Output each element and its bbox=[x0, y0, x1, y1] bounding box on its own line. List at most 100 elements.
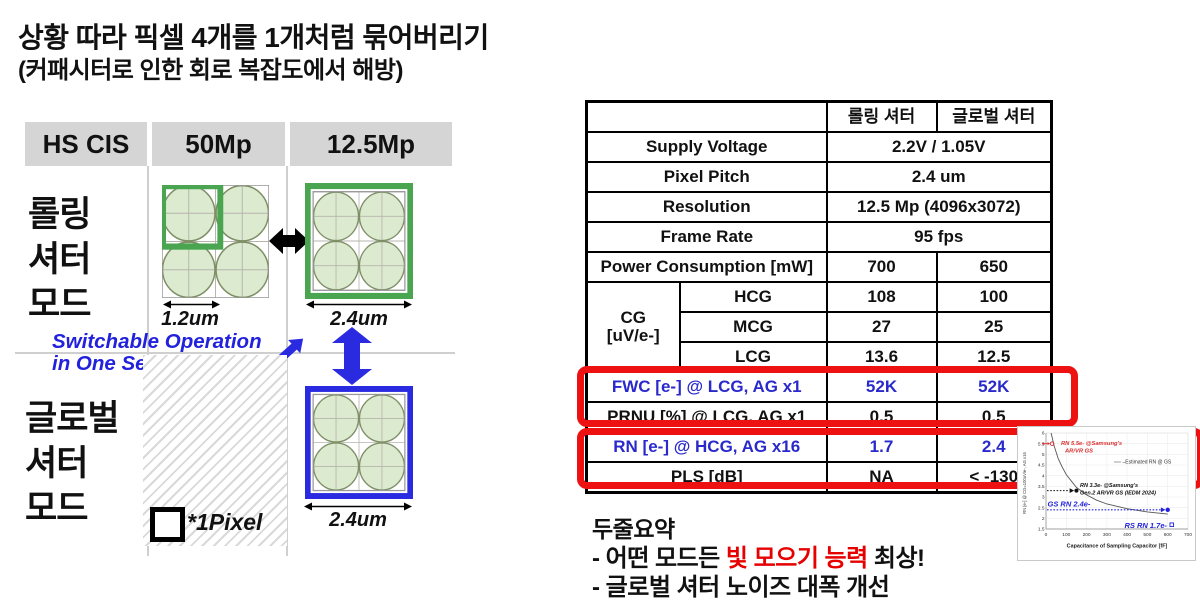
row-value-global: 100 bbox=[935, 281, 1053, 313]
row-value-rolling: 108 bbox=[825, 281, 938, 313]
summary-line1-highlight: 빛 모으기 능력 bbox=[725, 545, 868, 572]
row-value: 2.4 um bbox=[825, 161, 1053, 193]
row-label: HCG bbox=[678, 281, 828, 313]
pitch-label-global: 2.4um bbox=[329, 509, 387, 531]
one-pixel-legend-icon bbox=[150, 507, 185, 542]
x-tick-labels: 0 100 200 300 400 500 600 700 bbox=[1045, 532, 1193, 538]
table-row: Frame Rate 95 fps bbox=[585, 221, 1053, 253]
pitch-label-small: 1.2um bbox=[161, 308, 219, 330]
row-label: RN [e-] @ HCG, AG x16 bbox=[585, 431, 828, 463]
svg-text:RN 3.3e- @Samsung's: RN 3.3e- @Samsung's bbox=[1080, 483, 1138, 489]
dim-arrow-1-2um bbox=[163, 300, 220, 309]
row-label: Resolution bbox=[585, 191, 828, 223]
slide-title: 상황 따라 픽셀 4개를 1개처럼 묶어버리기 bbox=[18, 22, 489, 53]
cg-group-label: CG [uV/e-] bbox=[585, 281, 681, 373]
estimated-rn-curve bbox=[1050, 432, 1168, 515]
svg-text:4: 4 bbox=[1042, 473, 1045, 479]
svg-text:4.5: 4.5 bbox=[1038, 463, 1045, 469]
rn-highlight-box bbox=[577, 428, 1200, 489]
gs-rn-label: GS RN 2.4e- bbox=[1048, 500, 1091, 509]
row-value-rolling: 1.7 bbox=[825, 431, 938, 463]
gen2-annotation: RN 3.3e- @Samsung's Gen.2 AR/VR GS (IEDM… bbox=[1080, 483, 1156, 497]
table-header-global: 글로벌 셔터 bbox=[935, 100, 1053, 133]
svg-text:200: 200 bbox=[1083, 532, 1091, 538]
row-value: 2.2V / 1.05V bbox=[825, 131, 1053, 163]
rs-rn-label: RS RN 1.7e- bbox=[1124, 521, 1167, 530]
spec-comparison-table: 롤링 셔터 글로벌 셔터 Supply Voltage 2.2V / 1.05V… bbox=[585, 100, 1053, 494]
svg-text:0: 0 bbox=[1045, 532, 1048, 538]
svg-text:400: 400 bbox=[1123, 532, 1131, 538]
marker-gen2-arrowhead bbox=[1069, 488, 1075, 493]
svg-text:5.5: 5.5 bbox=[1038, 441, 1045, 447]
svg-text:AR/VR GS: AR/VR GS bbox=[1064, 449, 1093, 455]
switchable-note-line1: Switchable Operation bbox=[52, 330, 262, 353]
svg-text:3: 3 bbox=[1042, 495, 1045, 501]
rn-vs-capacitance-chart: 6 5.5 5 4.5 4 3.5 3 2.5 2 1.5 0 100 200 300 400… bbox=[1017, 426, 1196, 561]
svg-text:RN 5.5e- @Samsung's: RN 5.5e- @Samsung's bbox=[1061, 441, 1123, 447]
one-pixel-legend-label: *1Pixel bbox=[187, 509, 263, 535]
row-label: Frame Rate bbox=[585, 221, 828, 253]
row-value: 12.5 Mp (4096x3072) bbox=[825, 191, 1053, 223]
chart-legend-label: –Estimated RN @ GS bbox=[1123, 460, 1172, 466]
svg-text:3.5: 3.5 bbox=[1038, 484, 1045, 490]
dim-arrow-2-4um-global bbox=[304, 502, 412, 511]
chart-x-axis-label: Capacitance of Sampling Capacitor [fF] bbox=[1067, 544, 1168, 550]
svg-text:2.5: 2.5 bbox=[1038, 505, 1045, 511]
table-header-empty bbox=[585, 100, 828, 133]
row-value-rolling: 700 bbox=[825, 251, 938, 283]
row-value-global: 650 bbox=[935, 251, 1053, 283]
table-row: Pixel Pitch 2.4 um bbox=[585, 161, 1053, 193]
fwc-highlight-box bbox=[577, 366, 1078, 427]
row-value-global: 52K bbox=[935, 371, 1053, 403]
switch-vertical-arrow-icon bbox=[332, 327, 372, 385]
row-label: Supply Voltage bbox=[585, 131, 828, 163]
table-row: Resolution 12.5 Mp (4096x3072) bbox=[585, 191, 1053, 223]
row-value-rolling: 27 bbox=[825, 311, 938, 343]
slide-subtitle: (커패시터로 인한 회로 복잡도에서 해방) bbox=[18, 57, 403, 84]
pixel-grid-12-5mp-rolling bbox=[305, 183, 413, 299]
summary-heading: 두줄요약 bbox=[592, 516, 675, 542]
dim-arrow-2-4um-rolling bbox=[306, 300, 412, 309]
table-header-rolling: 롤링 셔터 bbox=[825, 100, 938, 133]
summary-block: 두줄요약 - 어떤 모드든 빛 모으기 능력 최상! - 글로벌 셔터 노이즈 … bbox=[592, 514, 925, 602]
row-label: Power Consumption [mW] bbox=[585, 251, 828, 283]
table-row: Power Consumption [mW] 700 650 bbox=[585, 251, 1053, 283]
row-label: Pixel Pitch bbox=[585, 161, 828, 193]
rolling-shutter-mode-label: 롤링 셔터 모드 bbox=[28, 195, 91, 324]
pitch-label-rolling: 2.4um bbox=[330, 308, 388, 330]
svg-text:600: 600 bbox=[1164, 532, 1172, 538]
svg-text:700: 700 bbox=[1184, 532, 1192, 538]
table-row-fwc: FWC [e-] @ LCG, AG x1 52K 52K bbox=[585, 371, 1053, 403]
marker-gs-arrowhead bbox=[1160, 507, 1166, 513]
gridlines bbox=[1046, 432, 1188, 529]
table-row: MCG 27 25 bbox=[587, 311, 1053, 343]
table-row: CG [uV/e-] HCG 108 100 bbox=[585, 281, 1053, 373]
row-divider bbox=[15, 352, 455, 354]
pixel-grid-50mp bbox=[162, 185, 269, 298]
diagram-header-50mp: 50Mp bbox=[152, 122, 285, 166]
svg-text:100: 100 bbox=[1062, 532, 1070, 538]
marker-gen2 bbox=[1074, 488, 1079, 493]
column-divider bbox=[286, 166, 288, 556]
row-value-rolling: 52K bbox=[825, 371, 938, 403]
row-label: FWC [e-] @ LCG, AG x1 bbox=[585, 371, 828, 403]
diagram-header-12-5mp: 12.5Mp bbox=[290, 122, 452, 166]
y-tick-labels: 6 5.5 5 4.5 4 3.5 3 2.5 2 1.5 bbox=[1038, 431, 1045, 533]
svg-text:300: 300 bbox=[1103, 532, 1111, 538]
svg-text:Gen.2 AR/VR GS (IEDM 2024): Gen.2 AR/VR GS (IEDM 2024) bbox=[1080, 491, 1156, 497]
plot-area bbox=[1045, 432, 1189, 530]
summary-line1: - 어떤 모드든 빛 모으기 능력 최상! bbox=[592, 544, 925, 573]
summary-line1-suffix: 최상! bbox=[867, 545, 925, 572]
svg-text:1.5: 1.5 bbox=[1038, 527, 1045, 533]
svg-text:6: 6 bbox=[1042, 431, 1045, 437]
arvr-annotation: RN 5.5e- @Samsung's AR/VR GS bbox=[1061, 441, 1123, 455]
global-shutter-mode-label: 글로벌 셔터 모드 bbox=[25, 399, 120, 528]
marker-rs bbox=[1169, 522, 1175, 527]
svg-text:2: 2 bbox=[1042, 516, 1045, 522]
summary-line2: - 글로벌 셔터 노이즈 대폭 개선 bbox=[592, 574, 890, 601]
table-header-row: 롤링 셔터 글로벌 셔터 bbox=[585, 100, 1053, 133]
table-row: Supply Voltage 2.2V / 1.05V bbox=[585, 131, 1053, 163]
single-pixel-highlight bbox=[162, 185, 224, 250]
svg-text:5: 5 bbox=[1042, 452, 1045, 458]
row-value: 95 fps bbox=[825, 221, 1053, 253]
